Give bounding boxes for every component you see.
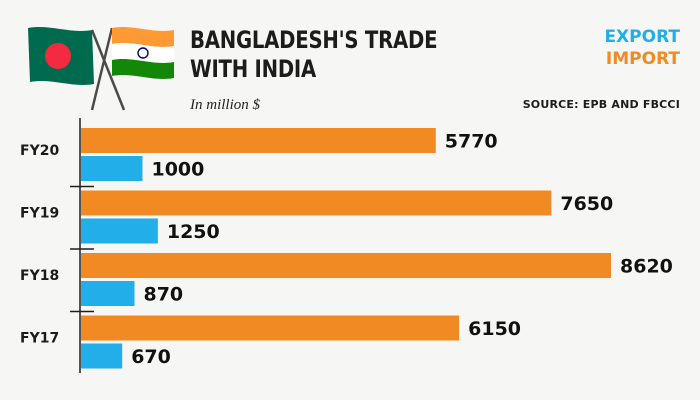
bar-import-fy17 xyxy=(81,315,460,341)
unit-label: In million $ xyxy=(190,97,260,113)
bangladesh-flag-icon xyxy=(28,27,126,111)
flags-illustration xyxy=(28,27,174,111)
data-label-import-fy17: 6150 xyxy=(468,318,521,340)
bar-import-fy19 xyxy=(81,190,552,216)
bar-export-fy19 xyxy=(81,218,158,244)
category-label-fy19: FY19 xyxy=(20,206,59,222)
bar-export-fy20 xyxy=(81,156,143,181)
data-label-import-fy19: 7650 xyxy=(560,193,613,215)
legend: EXPORT IMPORT xyxy=(604,26,680,70)
data-label-export-fy17: 670 xyxy=(131,346,171,368)
chart-title-line-1: BANGLADESH'S TRADE xyxy=(190,26,438,54)
data-label-export-fy19: 1250 xyxy=(167,221,220,243)
bar-import-fy18 xyxy=(81,253,611,278)
bar-import-fy20 xyxy=(81,128,436,153)
bar-export-fy18 xyxy=(81,281,135,306)
data-label-import-fy18: 8620 xyxy=(620,256,673,278)
legend-import: IMPORT xyxy=(605,49,680,69)
chart-title-line-2: WITH INDIA xyxy=(190,55,317,83)
data-label-export-fy20: 1000 xyxy=(151,159,204,181)
category-label-fy17: FY17 xyxy=(20,331,59,347)
category-label-fy18: FY18 xyxy=(20,268,59,284)
bar-chart: FY20 5770 1000 FY19 7650 1250 FY18 8620 870 FY17 6… xyxy=(20,118,673,373)
data-label-export-fy18: 870 xyxy=(143,284,183,306)
data-label-import-fy20: 5770 xyxy=(445,131,498,153)
chart-title: BANGLADESH'S TRADE WITH INDIA xyxy=(190,26,438,84)
source-label: SOURCE: EPB AND FBCCI xyxy=(522,98,680,111)
bar-export-fy17 xyxy=(81,343,123,369)
india-flag-icon xyxy=(90,27,174,111)
category-label-fy20: FY20 xyxy=(20,143,59,159)
legend-export: EXPORT xyxy=(604,27,680,47)
